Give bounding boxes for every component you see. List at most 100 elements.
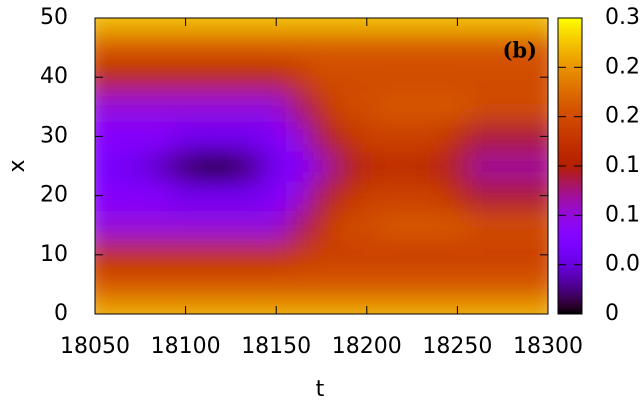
heatmap-cell (309, 91, 334, 123)
heatmap-cell (287, 18, 311, 34)
heatmap-cell (95, 18, 107, 34)
heatmap-cell (513, 91, 538, 123)
colorbar-tick-label: 0.25 (605, 54, 640, 79)
heatmap-cell (105, 180, 130, 211)
heatmap-cell (196, 298, 221, 314)
heatmap-cell (490, 209, 515, 241)
heatmap-cell (287, 209, 311, 241)
heatmap-cell (264, 269, 289, 300)
heatmap-cell (400, 32, 424, 63)
heatmap-cell (377, 121, 402, 152)
heatmap-cell (151, 18, 175, 34)
heatmap-cell (400, 121, 424, 152)
heatmap-cell (468, 32, 492, 63)
heatmap-cell (309, 298, 334, 314)
heatmap-cell (536, 298, 548, 314)
heatmap-cell (468, 180, 492, 211)
heatmap-cell (354, 209, 379, 241)
heatmap-cell (536, 18, 548, 34)
heatmap-cell (219, 150, 243, 182)
heatmap-cell (445, 239, 470, 271)
heatmap-cell (513, 239, 538, 271)
heatmap-cell (241, 239, 266, 271)
heatmap-cell (377, 269, 402, 300)
y-axis-label: x (5, 159, 30, 172)
heatmap-cell (264, 150, 289, 182)
heatmap-cell (264, 180, 289, 211)
heatmap-cell (400, 150, 424, 182)
heatmap-cell (422, 180, 447, 211)
y-tick-label: 30 (40, 123, 68, 148)
x-tick-label: 18200 (332, 334, 402, 359)
heatmap-cell (332, 239, 356, 271)
heatmap-cell (219, 32, 243, 63)
y-tick-label: 0 (54, 301, 68, 326)
heatmap-cell (95, 209, 107, 241)
heatmap-cell (264, 91, 289, 123)
heatmap-cell (332, 121, 356, 152)
heatmap-cell (422, 209, 447, 241)
heatmap-cell (196, 121, 221, 152)
heatmap-cell (490, 32, 515, 63)
heatmap-cell (241, 150, 266, 182)
heatmap-cell (490, 150, 515, 182)
colorbar-tick-label: 0.3 (605, 5, 640, 30)
heatmap-cell (309, 180, 334, 211)
heatmap-cell (400, 180, 424, 211)
heatmap-cell (173, 121, 198, 152)
heatmap-cell (196, 239, 221, 271)
heatmap-cell (196, 91, 221, 123)
heatmap-cell (151, 209, 175, 241)
heatmap-cell (377, 32, 402, 63)
heatmap-cell (95, 91, 107, 123)
heatmap-cell (354, 61, 379, 93)
heatmap-cell (151, 121, 175, 152)
heatmap-cell (287, 269, 311, 300)
heatmap-cell (422, 298, 447, 314)
heatmap-cell (196, 269, 221, 300)
heatmap-cell (445, 150, 470, 182)
heatmap-cell (354, 121, 379, 152)
heatmap-cell (219, 180, 243, 211)
heatmap-cell (422, 121, 447, 152)
heatmap-cell (445, 121, 470, 152)
heatmap-cell (196, 32, 221, 63)
heatmap-cell (95, 298, 107, 314)
heatmap-cell (105, 269, 130, 300)
heatmap-cell (241, 180, 266, 211)
heatmap-cell (105, 209, 130, 241)
heatmap-cell (377, 180, 402, 211)
heatmap-cell (377, 91, 402, 123)
heatmap-cell (490, 298, 515, 314)
heatmap-cell (128, 298, 153, 314)
heatmap-cell (128, 209, 153, 241)
y-tick-label: 10 (40, 242, 68, 267)
heatmap-cell (264, 121, 289, 152)
heatmap-cell (332, 209, 356, 241)
heatmap-cell (422, 150, 447, 182)
heatmap-cell (196, 209, 221, 241)
heatmap-cell (173, 32, 198, 63)
heatmap-cell (241, 298, 266, 314)
heatmap-cell (354, 239, 379, 271)
x-tick-label: 18050 (60, 334, 130, 359)
heatmap-cell (151, 269, 175, 300)
heatmap-cell (468, 121, 492, 152)
heatmap-cell (287, 61, 311, 93)
y-tick-label: 20 (40, 183, 68, 208)
heatmap-cell (513, 180, 538, 211)
colorbar-tick-label: 0.15 (605, 153, 640, 178)
heatmap-cell (173, 61, 198, 93)
heatmap-cell (332, 91, 356, 123)
heatmap-cell (332, 298, 356, 314)
y-tick-label: 50 (40, 5, 68, 30)
heatmap (95, 18, 548, 314)
heatmap-cell (445, 269, 470, 300)
heatmap-cell (400, 209, 424, 241)
heatmap-cell (309, 239, 334, 271)
plot-border (94, 17, 549, 315)
heatmap-cell (332, 18, 356, 34)
x-tick-label: 18100 (151, 334, 221, 359)
heatmap-cell (105, 121, 130, 152)
heatmap-cell (287, 239, 311, 271)
